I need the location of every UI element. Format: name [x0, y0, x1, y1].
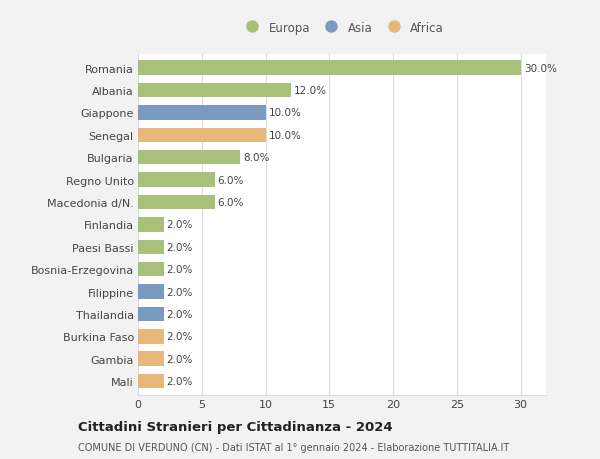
Text: 2.0%: 2.0% — [167, 354, 193, 364]
Text: 10.0%: 10.0% — [269, 108, 302, 118]
Bar — [138, 173, 215, 187]
Text: 8.0%: 8.0% — [243, 153, 269, 163]
Text: 30.0%: 30.0% — [524, 63, 557, 73]
Text: 12.0%: 12.0% — [294, 86, 327, 96]
Legend: Europa, Asia, Africa: Europa, Asia, Africa — [235, 17, 449, 39]
Text: 2.0%: 2.0% — [167, 287, 193, 297]
Text: 6.0%: 6.0% — [218, 197, 244, 207]
Text: Cittadini Stranieri per Cittadinanza - 2024: Cittadini Stranieri per Cittadinanza - 2… — [78, 420, 392, 433]
Text: 2.0%: 2.0% — [167, 242, 193, 252]
Bar — [138, 330, 163, 344]
Text: 6.0%: 6.0% — [218, 175, 244, 185]
Bar — [138, 106, 265, 120]
Text: 2.0%: 2.0% — [167, 332, 193, 341]
Bar — [138, 374, 163, 389]
Text: 2.0%: 2.0% — [167, 220, 193, 230]
Bar — [138, 151, 240, 165]
Bar — [138, 285, 163, 299]
Text: 2.0%: 2.0% — [167, 264, 193, 274]
Bar — [138, 84, 291, 98]
Bar — [138, 240, 163, 255]
Bar — [138, 61, 521, 76]
Bar — [138, 218, 163, 232]
Bar — [138, 307, 163, 322]
Text: 10.0%: 10.0% — [269, 130, 302, 140]
Text: 2.0%: 2.0% — [167, 376, 193, 386]
Bar — [138, 352, 163, 366]
Text: 2.0%: 2.0% — [167, 309, 193, 319]
Bar — [138, 128, 265, 143]
Text: COMUNE DI VERDUNO (CN) - Dati ISTAT al 1° gennaio 2024 - Elaborazione TUTTITALIA: COMUNE DI VERDUNO (CN) - Dati ISTAT al 1… — [78, 442, 509, 452]
Bar — [138, 195, 215, 210]
Bar — [138, 263, 163, 277]
